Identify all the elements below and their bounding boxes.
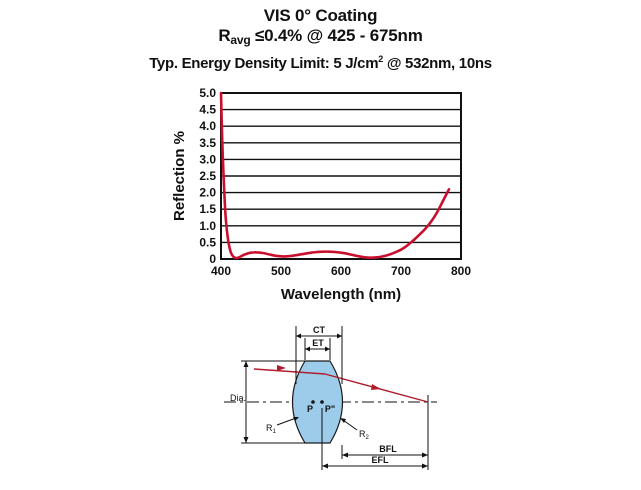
x-tick-label: 600: [331, 264, 351, 278]
efl-label: EFL: [372, 455, 390, 465]
ravg-sub: avg: [230, 33, 251, 47]
x-tick-label: 800: [451, 264, 471, 278]
bfl-label: BFL: [379, 444, 397, 454]
y-tick-labels: 0 0.5 1.0 1.5 2.0 2.5 3.0 3.5 4.0 4.5 5.0: [199, 86, 216, 266]
x-axis-label: Wavelength (nm): [281, 286, 401, 303]
ct-label: CT: [313, 325, 325, 335]
y-tick-label: 1.5: [199, 202, 216, 216]
ray-arrowhead-2: [371, 384, 381, 390]
energy-density-spec: Typ. Energy Density Limit: 5 J/cm2 @ 532…: [0, 50, 641, 73]
energy-rest: @ 532nm, 10ns: [382, 55, 492, 72]
y-tick-label: 4.5: [199, 103, 216, 117]
y-tick-label: 3.5: [199, 136, 216, 150]
x-tick-label: 700: [391, 264, 411, 278]
chart-title: VIS 0° Coating: [263, 6, 378, 25]
et-label: ET: [312, 338, 324, 348]
r2-subscript: 2: [366, 435, 370, 441]
y-tick-label: 2.5: [199, 169, 216, 183]
lens-body: [291, 360, 344, 444]
ray-incident: [253, 368, 326, 375]
r1-label: R1: [266, 423, 277, 435]
grid-lines: [221, 108, 461, 244]
lens-diagram: CT ET Dia. P P" R1 R2 BFL EFL: [224, 325, 437, 470]
y-tick-label: 4.0: [199, 119, 216, 133]
r2-letter: R: [359, 429, 366, 439]
reflection-chart: 0 0.5 1.0 1.5 2.0 2.5 3.0 3.5 4.0 4.5 5.0 400 500 60…: [171, 86, 471, 303]
reflection-series-line: [219, 91, 451, 260]
y-tick-label: 5.0: [199, 86, 216, 100]
y-tick-label: 0: [209, 252, 216, 266]
p-prime-label: P": [325, 404, 335, 414]
y-tick-label: 2.0: [199, 186, 216, 200]
ravg-r: R: [218, 26, 231, 45]
y-tick-label: 0.5: [199, 235, 216, 249]
r1-letter: R: [266, 423, 273, 433]
r1-arrow: [293, 417, 299, 421]
x-tick-label: 500: [271, 264, 291, 278]
ray-arrowhead: [277, 365, 286, 371]
y-tick-label: 1.0: [199, 219, 216, 233]
y-axis-label: Reflection %: [171, 131, 188, 221]
ct-arrows: [296, 333, 342, 352]
x-tick-labels: 400 500 600 700 800: [211, 264, 471, 278]
ravg-spec: Ravg ≤0.4% @ 425 - 675nm: [0, 26, 641, 50]
r2-label: R2: [359, 429, 370, 441]
r2-arrow: [340, 418, 346, 423]
r2-leader: [342, 419, 358, 431]
principal-point-p-prime: [320, 400, 324, 404]
focal-extension-lines: [321, 395, 429, 470]
r1-subscript: 1: [273, 429, 277, 435]
chart-titles: VIS 0° Coating Ravg ≤0.4% @ 425 - 675nm …: [0, 6, 641, 73]
energy-text: Typ. Energy Density Limit: 5 J/cm: [149, 55, 379, 72]
dia-label: Dia.: [230, 393, 246, 403]
plot-frame: [220, 92, 462, 260]
ravg-rest: ≤0.4% @ 425 - 675nm: [250, 26, 423, 45]
x-tick-label: 400: [211, 264, 231, 278]
ct-extension-lines: [295, 326, 343, 384]
dia-extension-lines: [241, 360, 305, 444]
energy-sup: 2: [378, 54, 383, 64]
principal-point-p: [311, 400, 315, 404]
p-label: P: [307, 404, 313, 414]
r1-leader: [276, 417, 297, 426]
y-tick-label: 3.0: [199, 152, 216, 166]
